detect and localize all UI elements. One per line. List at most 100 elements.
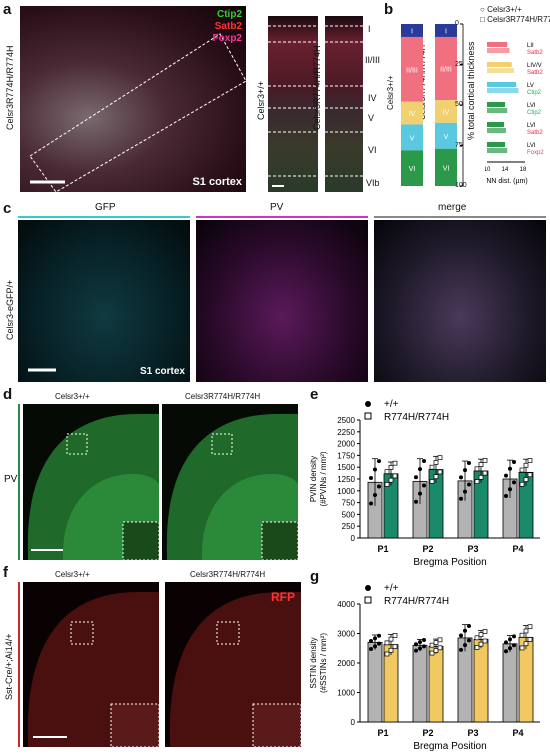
x-axis-label: Bregma Position: [413, 741, 486, 752]
rfp-label: RFP: [271, 590, 295, 604]
panel-d-col2-label: Celsr3R774H/R774H: [185, 392, 261, 401]
micrograph-f-mut: RFP: [165, 582, 301, 747]
data-point: [429, 464, 435, 470]
data-point: [459, 475, 463, 480]
chart-g: 0 1000 2000 3000 4000 SSTIN density (#SSTINs /…: [309, 583, 540, 752]
data-point: [504, 640, 508, 645]
y-tick-label: 0: [351, 718, 356, 727]
stack-segment: [435, 36, 457, 101]
stack-layer-label: V: [410, 135, 415, 142]
data-point: [463, 468, 467, 473]
stack-layer-label: II/III: [406, 67, 418, 74]
data-point: [523, 628, 529, 634]
data-point: [482, 629, 488, 634]
data-point: [459, 496, 463, 501]
data-point: [377, 641, 381, 646]
data-point: [422, 644, 426, 649]
y-axis-unit: (#PVINs / mm²): [319, 451, 328, 506]
stack-segment: [401, 101, 423, 125]
data-point: [433, 460, 439, 465]
panel-f-side-label: Sst-Cre/+;Ai14/+: [4, 633, 14, 700]
nn-bar-wt: [487, 142, 505, 147]
gfp-bar: [18, 216, 190, 218]
data-point: [504, 649, 508, 654]
stack-segment: [401, 150, 423, 186]
data-point: [384, 469, 390, 475]
panel-f-col1-label: Celsr3+/+: [55, 570, 90, 579]
data-point: [433, 640, 439, 645]
nn-bar-mut: [487, 148, 508, 153]
panel-f-col2-label: Celsr3R774H/R774H: [190, 570, 266, 579]
x-tick-label: P1: [377, 728, 388, 738]
panel-letter-c: c: [3, 200, 12, 217]
data-point: [392, 473, 398, 479]
data-point: [508, 466, 512, 471]
data-point: [478, 474, 484, 480]
panel-d-side-label: PV: [4, 474, 18, 485]
panel-letter-a: a: [3, 1, 12, 18]
data-point: [388, 477, 394, 483]
nn-layer-label: LV: [527, 83, 534, 89]
nn-layer-label: LIV/V: [527, 63, 542, 69]
panel-letter-f: f: [3, 564, 8, 581]
data-point: [384, 482, 390, 487]
micrograph-c-merge: [374, 220, 546, 382]
panel-a-side-label: Celsr3R774H/R774H: [5, 45, 15, 130]
stack-layer-label: I: [411, 28, 413, 35]
x-tick-label: P3: [467, 544, 478, 554]
marker-foxp2: Foxp2: [212, 33, 242, 44]
x-tick-label: P3: [467, 728, 478, 738]
data-point: [437, 469, 443, 475]
panel-c-title-merge: merge: [438, 202, 467, 213]
brain-d-mut: [166, 413, 298, 560]
panel-a-col2-label: Celsr3R774H/R774H: [312, 45, 322, 130]
layer-label-6: VIb: [366, 178, 380, 188]
legend-b-1: ○ Celsr3+/+: [480, 5, 522, 14]
x-tick-label: P1: [377, 544, 388, 554]
y-tick-label: 2500: [337, 416, 355, 425]
scale-bar-c: [28, 368, 56, 372]
data-point: [369, 646, 373, 651]
legend-marker-wt: [365, 401, 371, 407]
data-point: [429, 479, 435, 484]
data-point: [414, 648, 418, 653]
data-point: [373, 467, 377, 472]
x-tick-label: P2: [422, 544, 433, 554]
data-point: [384, 651, 390, 657]
legend-marker-mut: [364, 412, 372, 420]
stack-segment: [401, 24, 423, 37]
stack-tick-label: 100: [455, 182, 467, 189]
layer-label-1: I: [368, 24, 371, 34]
data-point: [418, 640, 422, 645]
data-point: [414, 642, 418, 647]
data-point: [482, 470, 488, 476]
data-point: [392, 644, 398, 649]
brain-f-wt: [27, 591, 159, 747]
data-point: [527, 472, 533, 478]
data-point: [478, 462, 484, 467]
y-axis-label: PVIN density: [309, 456, 318, 502]
data-point: [418, 491, 422, 496]
data-point: [373, 636, 377, 641]
nn-dist-chart: LIISatb2LIV/VSatb2LVCtip2LVICtip2LVISatb…: [485, 42, 544, 185]
bar: [502, 643, 518, 723]
nn-bar-mut: [487, 88, 519, 93]
x-tick-label: P4: [512, 544, 523, 554]
marker-ctip2: Ctip2: [217, 9, 242, 20]
stack-tick-label: 75: [455, 141, 463, 149]
nn-bar-mut: [487, 108, 508, 113]
data-point: [437, 455, 443, 461]
panel-a-col1-label: Celsr3+/+: [256, 80, 266, 120]
legend-b-1-text: Celsr3+/+: [487, 5, 522, 14]
legend-b-2: □ Celsr3R774H/R774H: [480, 15, 550, 24]
stack-tick-label: 25: [455, 60, 463, 68]
stack-tick-label: 50: [455, 101, 463, 108]
data-point: [463, 643, 467, 648]
stack-segment: [435, 24, 457, 37]
stack-segment: [435, 100, 457, 123]
x-tick-label: P4: [512, 728, 523, 738]
data-point: [429, 642, 435, 648]
data-point: [474, 645, 480, 650]
data-point: [482, 458, 488, 463]
panel-b-y-axis-label: % total cortical thickness: [466, 41, 476, 140]
